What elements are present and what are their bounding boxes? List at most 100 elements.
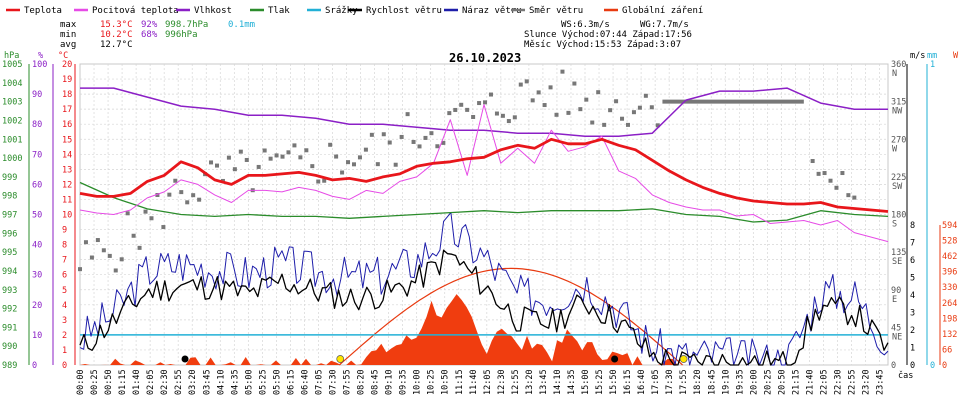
- moonset-marker: [181, 355, 189, 363]
- time-tick: 01:15: [118, 369, 128, 395]
- dir-compass: E: [892, 295, 897, 305]
- wind-dir-point: [113, 268, 118, 273]
- dir-compass: SE: [892, 257, 902, 267]
- pct-tick: 60: [32, 180, 42, 190]
- stat-max-temp: 15.3°C: [100, 20, 133, 30]
- time-tick: 10:00: [413, 369, 423, 395]
- dir-tick: 90: [891, 286, 901, 296]
- wind-dir-point: [471, 114, 476, 119]
- wind-dir-point: [209, 160, 214, 165]
- pct-tick: 0: [32, 361, 37, 371]
- deg-tick: 19: [62, 75, 72, 85]
- wind-dir-point: [274, 153, 279, 158]
- wind-dir-point: [298, 155, 303, 160]
- humidity-line: [80, 87, 888, 137]
- time-tick: 11:40: [469, 369, 479, 395]
- wind-dir-point: [435, 144, 440, 149]
- wind-dir-point: [447, 111, 452, 116]
- wind-dir-point: [334, 154, 339, 159]
- w-tick: 330: [942, 283, 957, 293]
- moonrise-marker: [611, 355, 619, 363]
- wind-dir-point: [125, 211, 130, 216]
- dir-compass: SW: [892, 182, 903, 192]
- time-tick: 06:15: [286, 369, 296, 395]
- time-tick: 03:45: [202, 369, 212, 395]
- pct-tick: 40: [32, 241, 42, 251]
- dir-compass: NW: [892, 107, 903, 117]
- hpa-tick: 997: [2, 211, 17, 221]
- w-tick: 264: [942, 299, 957, 309]
- wind-dir-point: [417, 144, 422, 149]
- wind-dir-point: [393, 162, 398, 167]
- time-tick: 23:45: [876, 369, 886, 395]
- wind-dir-point: [453, 107, 458, 112]
- wind-dir-point: [625, 122, 630, 127]
- time-tick: 12:55: [511, 369, 521, 395]
- time-tick: 04:35: [230, 369, 240, 395]
- time-tick: 09:10: [385, 369, 395, 395]
- wind-dir-point: [107, 253, 112, 258]
- legend-label-1: Pocitová teplota: [92, 6, 179, 16]
- feels-line: [79, 104, 889, 243]
- wind-dir-point: [381, 132, 386, 137]
- wind-dir-point: [286, 150, 291, 155]
- stat-max-hum: 92%: [141, 20, 158, 30]
- deg-tick: 6: [62, 271, 67, 281]
- hpa-tick: 994: [2, 267, 17, 277]
- time-tick: 23:20: [862, 369, 872, 395]
- hpa-tick: 999: [2, 173, 17, 183]
- hpa-tick: 1000: [2, 154, 22, 164]
- deg-tick: 2: [62, 331, 67, 341]
- time-tick: 08:20: [357, 369, 367, 395]
- dir-compass: NE: [892, 332, 902, 342]
- wind-dir-point: [572, 81, 577, 86]
- time-tick: 19:10: [721, 369, 731, 395]
- wind-dir-point: [631, 110, 636, 115]
- deg-tick: 8: [62, 241, 67, 251]
- wind-dir-point: [429, 131, 434, 136]
- time-tick: 16:40: [637, 369, 647, 395]
- wind-dir-point: [816, 171, 821, 176]
- time-tick: 17:30: [665, 369, 675, 395]
- wind-dir-point: [411, 139, 416, 144]
- info-ws: WS:6.3m/s: [561, 20, 610, 30]
- hpa-tick: 1001: [2, 135, 22, 145]
- hpa-tick: 1003: [2, 98, 22, 108]
- hpa-tick: 995: [2, 248, 17, 258]
- axes: hPa% °C1005100410031002100110009999989979…: [2, 51, 959, 395]
- wind-dir-point: [340, 170, 345, 175]
- wind-dir-point: [310, 164, 315, 169]
- deg-tick: 1: [62, 346, 67, 356]
- time-tick: 12:05: [483, 369, 493, 395]
- wind-dir-point: [465, 107, 470, 112]
- wind-dir-point: [101, 248, 106, 253]
- stat-min-label: min: [60, 30, 76, 40]
- wind-dir-point: [179, 190, 184, 195]
- hpa-tick: 996: [2, 229, 17, 239]
- wind-dir-point: [500, 113, 505, 118]
- wind-dir-point: [578, 107, 583, 112]
- pct-tick: 100: [32, 60, 47, 70]
- wind-dir-point: [554, 112, 559, 117]
- wind-dir-point: [840, 171, 845, 176]
- solar-theory-curve: [338, 267, 684, 366]
- time-tick: 07:30: [329, 369, 339, 395]
- wind-dir-point: [405, 112, 410, 117]
- wind-dir-point: [488, 92, 493, 97]
- deg-tick: 14: [62, 150, 72, 160]
- info-sun: Slunce Východ:07:44 Západ:17:56: [524, 30, 692, 40]
- hpa-tick: 992: [2, 305, 17, 315]
- wind-dir-point: [78, 267, 82, 272]
- ms-unit: m/s: [910, 51, 925, 61]
- wind-dir-point: [322, 178, 327, 183]
- wind-dir-point: [316, 179, 321, 184]
- wind-dir-point: [602, 122, 607, 127]
- time-tick: 21:40: [805, 369, 815, 395]
- wind-dir-point: [137, 245, 142, 250]
- deg-tick: 9: [62, 226, 67, 236]
- wind-dir-point: [346, 160, 351, 165]
- wind-dir-point: [375, 162, 380, 167]
- time-tick: 05:00: [244, 369, 254, 395]
- time-tick: 02:55: [174, 369, 184, 395]
